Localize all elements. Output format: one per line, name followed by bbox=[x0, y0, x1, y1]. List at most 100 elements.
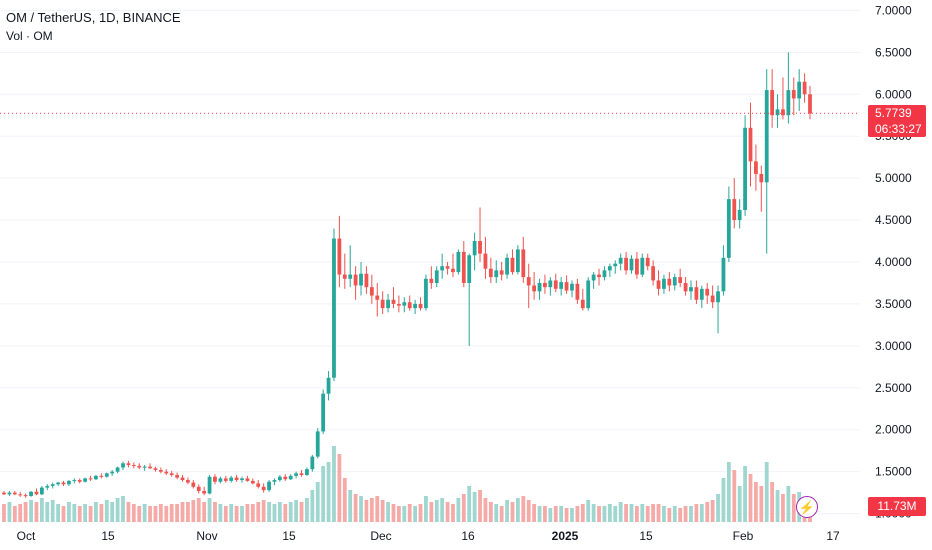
candle-body bbox=[50, 484, 55, 486]
volume-bar bbox=[375, 496, 380, 522]
candle-body bbox=[137, 465, 142, 468]
volume-bar bbox=[667, 508, 672, 522]
volume-bar bbox=[277, 502, 282, 522]
volume-bar bbox=[418, 504, 423, 522]
candle-body bbox=[597, 274, 601, 278]
volume-bar bbox=[564, 508, 569, 522]
volume-bar bbox=[656, 504, 661, 522]
volume-bar bbox=[781, 494, 785, 522]
candle-body bbox=[348, 274, 353, 279]
volume-bar bbox=[207, 498, 212, 522]
volume-bar bbox=[229, 504, 234, 522]
candle-body bbox=[364, 273, 369, 288]
volume-bar bbox=[467, 486, 472, 522]
volume-bar bbox=[532, 504, 537, 522]
candle-body bbox=[326, 377, 331, 394]
candle-body bbox=[99, 475, 104, 477]
volume-bar bbox=[342, 478, 347, 522]
candle-body bbox=[267, 481, 271, 491]
candle-body bbox=[689, 287, 693, 292]
volume-bar bbox=[732, 470, 737, 522]
volume-bar bbox=[543, 506, 547, 522]
volume-bar bbox=[786, 486, 791, 522]
candle-body bbox=[256, 483, 261, 487]
volume-bar bbox=[104, 500, 109, 522]
candle-body bbox=[570, 283, 574, 291]
candle-body bbox=[332, 238, 336, 378]
candle-body bbox=[591, 274, 596, 281]
volume-bar bbox=[716, 494, 720, 522]
candle-body bbox=[548, 280, 553, 288]
candle-body bbox=[402, 302, 407, 306]
volume-bar bbox=[591, 504, 596, 522]
candle-body bbox=[624, 257, 628, 271]
volume-bar bbox=[83, 504, 88, 522]
price-tick-label: 6.5000 bbox=[875, 45, 912, 59]
volume-bar bbox=[50, 500, 55, 522]
volume-bar bbox=[515, 498, 520, 522]
candle-body bbox=[294, 473, 299, 476]
lightning-bolt-icon[interactable]: ⚡ bbox=[796, 496, 818, 518]
price-tick-label: 3.5000 bbox=[875, 297, 912, 311]
time-tick-label: 15 bbox=[282, 529, 296, 543]
candle-body bbox=[175, 475, 179, 478]
time-tick-label: Dec bbox=[370, 529, 391, 543]
volume-bar bbox=[310, 490, 315, 522]
volume-bar bbox=[202, 502, 207, 522]
candle-body bbox=[94, 475, 98, 480]
candle-body bbox=[613, 263, 618, 267]
volume-bar bbox=[196, 498, 201, 522]
candle-body bbox=[553, 280, 558, 289]
volume-bar bbox=[429, 502, 434, 522]
time-tick-label: 2025 bbox=[552, 529, 579, 543]
volume-bar bbox=[456, 498, 461, 522]
candle-body bbox=[207, 476, 212, 494]
candle-body bbox=[635, 258, 639, 275]
volume-bar bbox=[321, 466, 326, 522]
candle-body bbox=[743, 127, 747, 210]
volume-bar bbox=[218, 504, 223, 522]
volume-bar bbox=[494, 504, 499, 522]
candle-body bbox=[369, 287, 374, 296]
volume-bar bbox=[775, 490, 780, 522]
volume-bar bbox=[705, 502, 710, 522]
candle-body bbox=[250, 480, 255, 484]
volume-bar bbox=[148, 506, 152, 522]
volume-bar bbox=[299, 502, 304, 522]
volume-bar bbox=[629, 504, 634, 522]
candle-body bbox=[456, 251, 461, 273]
volume-bar bbox=[645, 506, 650, 522]
volume-bar bbox=[186, 502, 190, 522]
candle-body bbox=[305, 469, 309, 476]
candle-body bbox=[488, 268, 493, 278]
candle-body bbox=[629, 258, 634, 271]
volume-bar bbox=[39, 498, 44, 522]
volume-bar bbox=[245, 504, 250, 522]
volume-bar bbox=[72, 504, 77, 522]
candle-body bbox=[413, 303, 418, 309]
volume-bar bbox=[672, 506, 677, 522]
candle-body bbox=[148, 466, 152, 469]
candle-body bbox=[732, 199, 737, 221]
volume-bar bbox=[678, 508, 683, 522]
candle-body bbox=[710, 295, 715, 303]
candle-body bbox=[391, 299, 396, 304]
candle-body bbox=[407, 302, 412, 309]
candle-body bbox=[445, 266, 450, 269]
volume-bar bbox=[261, 500, 266, 522]
volume-bars bbox=[2, 446, 812, 522]
candle-body bbox=[34, 491, 39, 495]
volume-bar bbox=[488, 502, 493, 522]
volume-bar bbox=[288, 502, 293, 522]
volume-bar bbox=[624, 504, 628, 522]
volume-bar bbox=[737, 486, 742, 522]
volume-bar bbox=[126, 502, 131, 522]
candle-body bbox=[667, 278, 672, 286]
volume-bar bbox=[689, 506, 693, 522]
volume-bar bbox=[440, 498, 445, 522]
volume-bar bbox=[115, 498, 120, 522]
candle-body bbox=[261, 486, 266, 491]
price-tick-label: 1.5000 bbox=[875, 465, 912, 479]
volume-bar bbox=[759, 486, 764, 522]
